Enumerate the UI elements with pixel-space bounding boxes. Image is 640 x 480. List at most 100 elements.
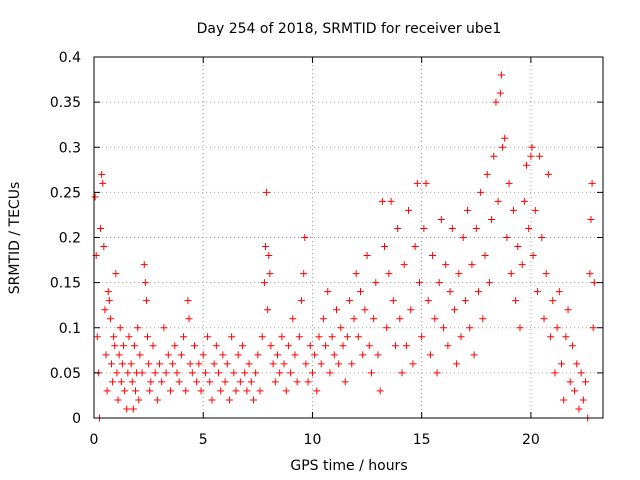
x-tick-label: 10 xyxy=(304,432,322,448)
data-point xyxy=(228,333,236,341)
data-point xyxy=(121,387,129,395)
data-point xyxy=(477,188,485,196)
y-tick-label: 0.25 xyxy=(50,185,81,201)
data-point xyxy=(440,324,448,332)
data-point xyxy=(140,261,148,269)
data-point xyxy=(112,270,120,278)
data-point xyxy=(98,170,106,178)
data-point xyxy=(426,351,434,359)
data-point xyxy=(529,252,537,260)
data-point xyxy=(153,396,161,404)
data-point xyxy=(387,197,395,205)
data-point xyxy=(147,378,155,386)
data-point xyxy=(435,279,443,287)
data-point xyxy=(555,288,563,296)
data-point xyxy=(254,351,262,359)
data-point xyxy=(151,369,159,377)
data-point xyxy=(160,324,168,332)
data-point xyxy=(199,351,207,359)
data-point xyxy=(186,360,194,368)
data-point xyxy=(185,315,193,323)
data-point xyxy=(306,342,314,350)
data-point xyxy=(219,351,227,359)
data-point xyxy=(217,387,225,395)
data-point xyxy=(367,369,375,377)
y-axis-label: SRMTID / TECUs xyxy=(7,182,23,295)
data-point xyxy=(175,378,183,386)
data-point xyxy=(249,396,257,404)
data-point xyxy=(564,306,572,314)
data-point xyxy=(236,378,244,386)
data-point xyxy=(204,333,212,341)
data-point xyxy=(136,351,144,359)
data-point xyxy=(267,342,275,350)
data-point xyxy=(357,288,365,296)
data-point xyxy=(101,306,109,314)
data-point xyxy=(415,279,423,287)
x-axis-ticks: 0 5 10 15 20 xyxy=(90,57,540,448)
data-point xyxy=(420,224,428,232)
data-point xyxy=(394,224,402,232)
data-point xyxy=(324,288,332,296)
data-point xyxy=(171,342,179,350)
data-point xyxy=(110,333,118,341)
data-point xyxy=(372,279,380,287)
data-point xyxy=(365,342,373,350)
data-point xyxy=(459,234,467,241)
data-point xyxy=(109,378,117,386)
y-tick-label: 0.2 xyxy=(59,231,81,247)
data-point xyxy=(158,378,166,386)
data-point xyxy=(252,369,260,377)
y-tick-label: 0.1 xyxy=(59,321,81,337)
data-point xyxy=(571,387,579,395)
data-point xyxy=(433,369,441,377)
data-point xyxy=(166,387,174,395)
data-point xyxy=(562,333,570,341)
data-point xyxy=(587,215,595,223)
data-point xyxy=(269,360,277,368)
data-point xyxy=(263,188,271,196)
data-point xyxy=(232,387,240,395)
data-point xyxy=(354,333,362,341)
data-point xyxy=(474,288,482,296)
data-point xyxy=(582,378,590,386)
data-point xyxy=(271,378,279,386)
data-point xyxy=(553,324,561,332)
data-point xyxy=(407,306,415,314)
data-point xyxy=(330,351,338,359)
data-point xyxy=(557,360,565,368)
data-point xyxy=(264,306,272,314)
data-point xyxy=(182,387,190,395)
data-point xyxy=(531,206,539,214)
data-point xyxy=(145,360,153,368)
data-point xyxy=(308,369,316,377)
data-point xyxy=(359,351,367,359)
chart-title: Day 254 of 2018, SRMTID for receiver ube… xyxy=(197,21,502,37)
data-point xyxy=(91,193,99,201)
data-point xyxy=(111,342,119,350)
data-point xyxy=(494,197,502,205)
data-point xyxy=(361,306,369,314)
data-point xyxy=(197,387,205,395)
data-point xyxy=(348,360,356,368)
data-point xyxy=(383,324,391,332)
data-point xyxy=(315,333,323,341)
data-point xyxy=(398,369,406,377)
data-point xyxy=(413,179,421,187)
data-point xyxy=(589,324,597,332)
data-point xyxy=(437,215,445,223)
data-point xyxy=(104,288,112,296)
data-point xyxy=(134,324,142,332)
data-point xyxy=(141,279,149,287)
data-point xyxy=(103,387,111,395)
data-point xyxy=(577,369,585,377)
data-point xyxy=(400,261,408,269)
x-tick-label: 5 xyxy=(199,432,208,448)
data-point xyxy=(241,369,249,377)
data-point xyxy=(431,315,439,323)
data-point xyxy=(328,333,336,341)
data-point xyxy=(352,270,360,278)
data-point xyxy=(483,170,491,178)
data-point xyxy=(457,333,465,341)
